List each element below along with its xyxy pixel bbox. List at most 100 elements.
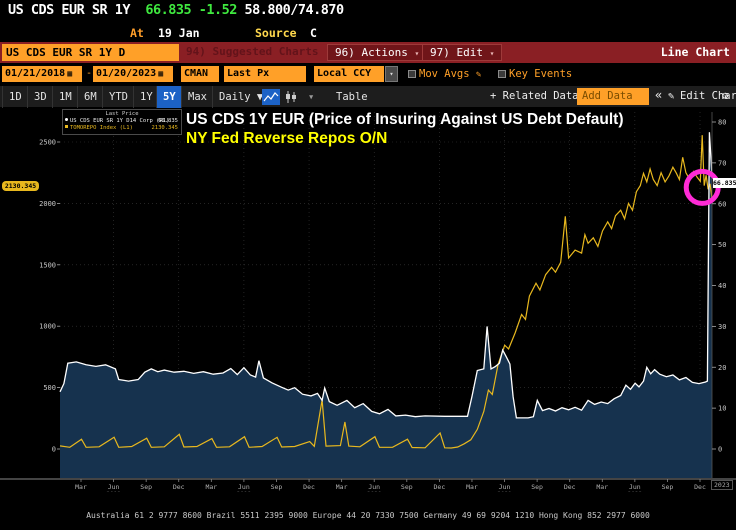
right-axis-label: 10	[718, 405, 726, 413]
legend-row-cds: US CDS EUR SR 1Y D14 Corp (R1) 66.835	[65, 118, 179, 125]
x-axis-month-label: Jun	[108, 483, 120, 491]
checkbox-icon[interactable]	[498, 70, 506, 78]
edit-chart-button[interactable]: Edit Chart	[680, 90, 736, 102]
x-axis-month-label: Sep	[271, 483, 283, 491]
left-axis-label: 1500	[39, 261, 56, 269]
suggested-charts-menu[interactable]: 94) Suggested Charts	[186, 45, 319, 58]
currency-dropdown-button[interactable]: ▾	[385, 66, 398, 82]
x-axis-month-label: Mar	[336, 483, 348, 491]
left-axis-label: 1000	[39, 323, 56, 331]
legend-header: Last Price	[105, 111, 139, 117]
x-axis-month-label: Mar	[466, 483, 478, 491]
period-max[interactable]: Max	[181, 86, 213, 108]
key-events-toggle[interactable]: Key Events	[498, 68, 572, 80]
annotation-line2: NY Fed Reverse Repos O/N	[186, 130, 388, 147]
x-axis-month-label: Dec	[173, 483, 185, 491]
calendar-icon[interactable]: ▦	[67, 69, 73, 78]
quote-last-price: 66.835	[145, 2, 192, 18]
x-axis-month-label: Jun	[629, 483, 641, 491]
period-1y[interactable]: 1Y	[133, 86, 159, 108]
x-axis-month-label: Sep	[140, 483, 152, 491]
mov-avgs-toggle[interactable]: Mov Avgs ✎	[408, 68, 481, 80]
actions-menu[interactable]: 96) Actions ▾	[327, 44, 428, 61]
source-value: C	[310, 26, 317, 40]
add-data-input[interactable]: Add Data	[577, 88, 649, 105]
right-axis-label: 0	[718, 446, 722, 454]
right-axis-label: 70	[718, 159, 726, 167]
x-axis-year-label: 2021	[497, 491, 512, 492]
date-to-field[interactable]: 01/20/2023 ▦	[93, 66, 173, 82]
cds-series-marker-icon	[65, 118, 68, 121]
x-axis-month-label: Mar	[596, 483, 608, 491]
cds-area-fill	[60, 132, 712, 478]
x-axis-month-label: Sep	[662, 483, 674, 491]
cds-series-line	[59, 132, 713, 419]
right-axis-label: 20	[718, 364, 726, 372]
x-axis-year-label: 2019	[237, 491, 252, 492]
x-axis-year-label: 2020	[367, 491, 382, 492]
x-axis-year-label: 2022	[628, 491, 643, 492]
x-axis-month-label: Mar	[75, 483, 87, 491]
right-axis-label: 30	[718, 323, 726, 331]
period-5y-selected[interactable]: 5Y	[156, 86, 182, 108]
chart-type-caret[interactable]: ▾	[308, 91, 315, 103]
related-data-button[interactable]: + Related Data ▾	[490, 90, 592, 102]
menu-bar: US CDS EUR SR 1Y D 94) Suggested Charts …	[0, 42, 736, 63]
edit-menu[interactable]: 97) Edit ▾	[422, 44, 503, 61]
gear-icon[interactable]: ⚙	[722, 90, 729, 102]
legend-label: US CDS EUR SR 1Y D14 Corp (R1)	[70, 118, 170, 124]
right-axis-label: 80	[718, 119, 726, 127]
period-1d[interactable]: 1D	[2, 86, 28, 108]
x-axis-month-label: Dec	[694, 483, 706, 491]
left-axis-label: 500	[43, 384, 56, 392]
date-range-dash: -	[86, 68, 93, 79]
source-code-field[interactable]: CMAN	[181, 66, 219, 82]
repo-series-marker-icon	[65, 125, 68, 128]
period-3d[interactable]: 3D	[27, 86, 53, 108]
legend-label: TOMOREPO Index (L1)	[70, 125, 133, 131]
left-axis-label: 2000	[39, 200, 56, 208]
x-axis-month-label: Jun	[238, 483, 250, 491]
footer-contacts-1: Australia 61 2 9777 8600 Brazil 5511 239…	[86, 511, 650, 520]
calendar-icon[interactable]: ▦	[158, 69, 164, 78]
period-ytd[interactable]: YTD	[102, 86, 134, 108]
terminal-footer: Australia 61 2 9777 8600 Brazil 5511 239…	[0, 492, 736, 530]
pencil-icon[interactable]: ✎	[475, 70, 482, 80]
x-axis-end-year: 2023	[711, 480, 733, 490]
chart-area: 0 500 1000 1500 2000 2500 0 10 20 30 40 50 60 70 80 Mar…	[0, 108, 736, 492]
table-button[interactable]: Table	[336, 91, 368, 103]
chevron-down-icon: ▾	[414, 49, 420, 58]
collapse-panel-button[interactable]: «	[655, 88, 663, 102]
x-axis-month-label: Dec	[303, 483, 315, 491]
left-axis-label: 2500	[39, 139, 56, 147]
price-field[interactable]: Last Px	[224, 66, 306, 82]
period-6m[interactable]: 6M	[77, 86, 103, 108]
chart-canvas[interactable]: 0 500 1000 1500 2000 2500 0 10 20 30 40 50 60 70 80 Mar…	[0, 108, 736, 492]
chart-legend[interactable]: Last Price US CDS EUR SR 1Y D14 Corp (R1…	[62, 109, 182, 135]
candlestick-icon[interactable]	[284, 89, 298, 105]
quote-change: -1.52	[198, 2, 238, 18]
currency-select[interactable]: Local CCY	[314, 66, 384, 82]
x-axis-month-label: Sep	[401, 483, 413, 491]
date-from-field[interactable]: 01/21/2018 ▦	[2, 66, 82, 82]
right-axis-label: 60	[718, 200, 726, 208]
chevron-down-icon: ▾	[489, 49, 495, 58]
x-axis-month-label: Sep	[531, 483, 543, 491]
repo-series-line	[59, 135, 713, 449]
period-1m[interactable]: 1M	[52, 86, 78, 108]
pencil-icon[interactable]: ✎	[668, 90, 675, 102]
frequency-select[interactable]: Daily ▼	[212, 86, 269, 108]
x-axis-month-label: Dec	[434, 483, 446, 491]
x-axis-month-label: Dec	[564, 483, 576, 491]
period-bar: 1D 3D 1M 6M YTD 1Y 5Y Max Daily ▼ ▾ Tabl…	[0, 86, 736, 108]
x-axis-year-label: 2018	[106, 491, 121, 492]
legend-row-repo: TOMOREPO Index (L1) 2130.345	[65, 125, 179, 132]
checkbox-icon[interactable]	[408, 70, 416, 78]
ticker-input[interactable]: US CDS EUR SR 1Y D	[2, 44, 179, 61]
line-chart-icon[interactable]	[262, 89, 280, 105]
quote-subheader: At 19 Jan Source C	[0, 26, 736, 42]
annotation-line1: US CDS 1Y EUR (Price of Insuring Against…	[186, 111, 624, 128]
right-axis-label: 40	[718, 282, 726, 290]
legend-value: 66.835	[158, 118, 178, 124]
